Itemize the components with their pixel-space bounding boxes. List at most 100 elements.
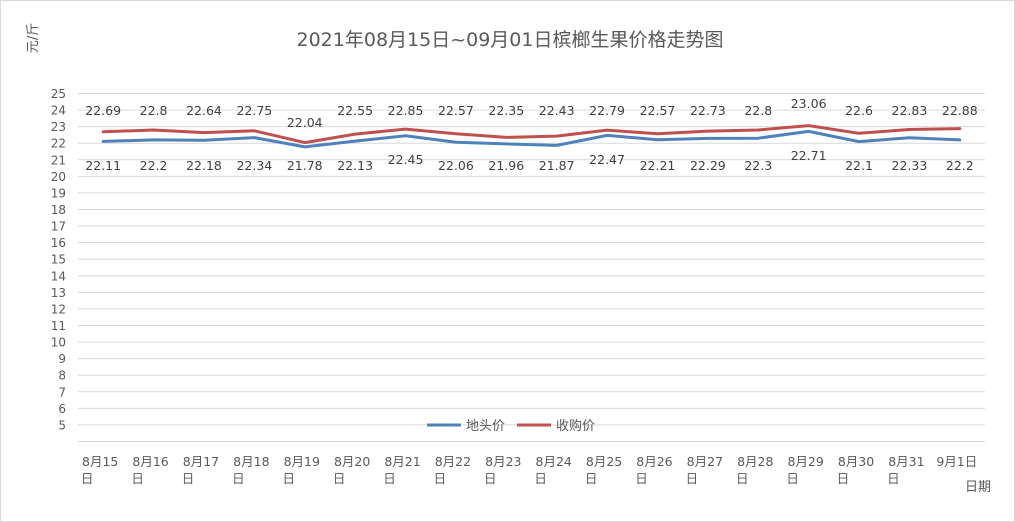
data-label: 22.2 (946, 158, 974, 173)
x-tick-label: 8月21 (384, 454, 420, 469)
data-label: 22.73 (690, 103, 726, 118)
y-tick-label: 10 (51, 336, 66, 350)
data-label: 22.45 (388, 152, 424, 167)
data-label: 22.69 (85, 103, 121, 118)
x-tick-label-line2: 日 (333, 471, 346, 486)
x-tick-label: 8月29 (787, 454, 823, 469)
x-tick-label: 8月16 (132, 454, 168, 469)
series-lines (101, 124, 962, 149)
data-label: 22.2 (140, 158, 168, 173)
data-label: 22.75 (236, 103, 272, 118)
y-axis-label: 元/斤 (26, 23, 41, 53)
legend-label-2: 收购价 (556, 418, 595, 434)
data-label: 22.29 (690, 158, 726, 173)
y-tick-label: 24 (51, 104, 66, 118)
legend: 地头价 收购价 (427, 418, 595, 434)
data-label: 22.11 (85, 158, 121, 173)
x-tick-label: 8月25 (586, 454, 622, 469)
x-tick-label: 8月27 (687, 454, 723, 469)
data-label: 22.83 (892, 103, 928, 118)
x-tick-label-line2: 日 (131, 471, 144, 486)
x-tick-label-line2: 日 (182, 471, 195, 486)
y-tick-label: 19 (51, 186, 66, 200)
y-tick-label: 8 (58, 369, 66, 383)
data-label: 22.33 (892, 158, 928, 173)
data-label: 22.55 (337, 103, 373, 118)
series-line-1 (101, 129, 962, 149)
data-label: 22.1 (845, 158, 873, 173)
data-label: 22.57 (640, 103, 676, 118)
y-tick-label: 17 (51, 220, 66, 234)
data-label: 22.34 (236, 158, 272, 173)
data-label: 22.64 (186, 103, 222, 118)
x-tick-label-line2: 日 (282, 471, 295, 486)
y-tick-label: 16 (51, 236, 66, 250)
data-label: 22.13 (337, 158, 373, 173)
data-label: 22.8 (140, 103, 168, 118)
y-tick-label: 23 (51, 120, 66, 134)
y-tick-label: 7 (58, 385, 66, 399)
y-tick-label: 18 (51, 203, 66, 217)
x-tick-label-line2: 日 (434, 471, 447, 486)
x-tick-label-line2: 日 (837, 471, 850, 486)
x-tick-label-line2: 日 (585, 471, 598, 486)
x-tick-label-line2: 日 (383, 471, 396, 486)
data-label: 22.79 (589, 103, 625, 118)
data-label: 22.43 (539, 103, 575, 118)
x-tick-label-line2: 日 (81, 471, 94, 486)
data-label: 22.6 (845, 103, 873, 118)
x-axis-ticks: 8月15 日 8月16 日 8月17 日 8月18 日 8月19 日 8月20 日 8月21 日 8月22 日… (81, 454, 977, 486)
y-tick-label: 5 (58, 418, 66, 432)
x-tick-label: 8月23 (485, 454, 521, 469)
x-tick-label: 8月31 (888, 454, 924, 469)
data-label: 22.71 (791, 148, 827, 163)
x-tick-label-line2: 日 (686, 471, 699, 486)
data-label: 21.78 (287, 158, 323, 173)
y-tick-label: 12 (51, 302, 66, 316)
y-tick-label: 20 (51, 170, 66, 184)
data-label: 22.8 (744, 103, 772, 118)
x-tick-label-line2: 日 (887, 471, 900, 486)
data-label: 22.47 (589, 152, 625, 167)
data-label: 22.21 (640, 158, 676, 173)
x-tick-label-line2: 日 (786, 471, 799, 486)
y-tick-label: 25 (51, 87, 66, 101)
x-tick-label-line2: 日 (635, 471, 648, 486)
x-tick-label: 8月17 (183, 454, 219, 469)
x-tick-label: 8月28 (737, 454, 773, 469)
y-axis-ticks: 5 6 7 8 9 10 11 12 13 14 15 16 17 18 19 20 21 22 23 24 25 (51, 87, 66, 432)
x-tick-label: 8月26 (636, 454, 672, 469)
data-label: 22.57 (438, 103, 474, 118)
y-tick-label: 9 (58, 352, 66, 366)
data-label: 23.06 (791, 96, 827, 111)
data-label: 21.96 (488, 158, 524, 173)
x-tick-label: 8月22 (435, 454, 471, 469)
y-tick-label: 15 (51, 253, 66, 267)
data-label: 21.87 (539, 158, 575, 173)
x-tick-label-line2: 日 (484, 471, 497, 486)
series-line-2 (101, 124, 962, 145)
data-label: 22.88 (942, 103, 978, 118)
y-tick-label: 6 (58, 402, 66, 416)
x-tick-label-line2: 日 (232, 471, 245, 486)
x-tick-label: 8月30 (838, 454, 874, 469)
data-label: 22.04 (287, 115, 323, 130)
chart-title: 2021年08月15日~09月01日槟榔生果价格走势图 (297, 29, 724, 51)
data-label: 22.35 (488, 103, 524, 118)
y-tick-label: 13 (51, 286, 66, 300)
x-tick-label: 8月19 (284, 454, 320, 469)
x-tick-label: 8月20 (334, 454, 370, 469)
x-tick-label: 8月15 (82, 454, 118, 469)
legend-label-1: 地头价 (466, 419, 505, 434)
data-labels: 22.11 22.2 22.18 22.34 21.78 22.13 22.45 22.06 2… (85, 96, 977, 173)
y-tick-label: 22 (51, 137, 66, 151)
data-label: 22.85 (388, 103, 424, 118)
y-tick-label: 14 (51, 269, 66, 283)
x-tick-label: 8月18 (233, 454, 269, 469)
data-label: 22.06 (438, 158, 474, 173)
y-tick-label: 11 (51, 319, 66, 333)
x-tick-label-line2: 日 (736, 471, 749, 486)
x-tick-label: 8月24 (536, 454, 572, 469)
